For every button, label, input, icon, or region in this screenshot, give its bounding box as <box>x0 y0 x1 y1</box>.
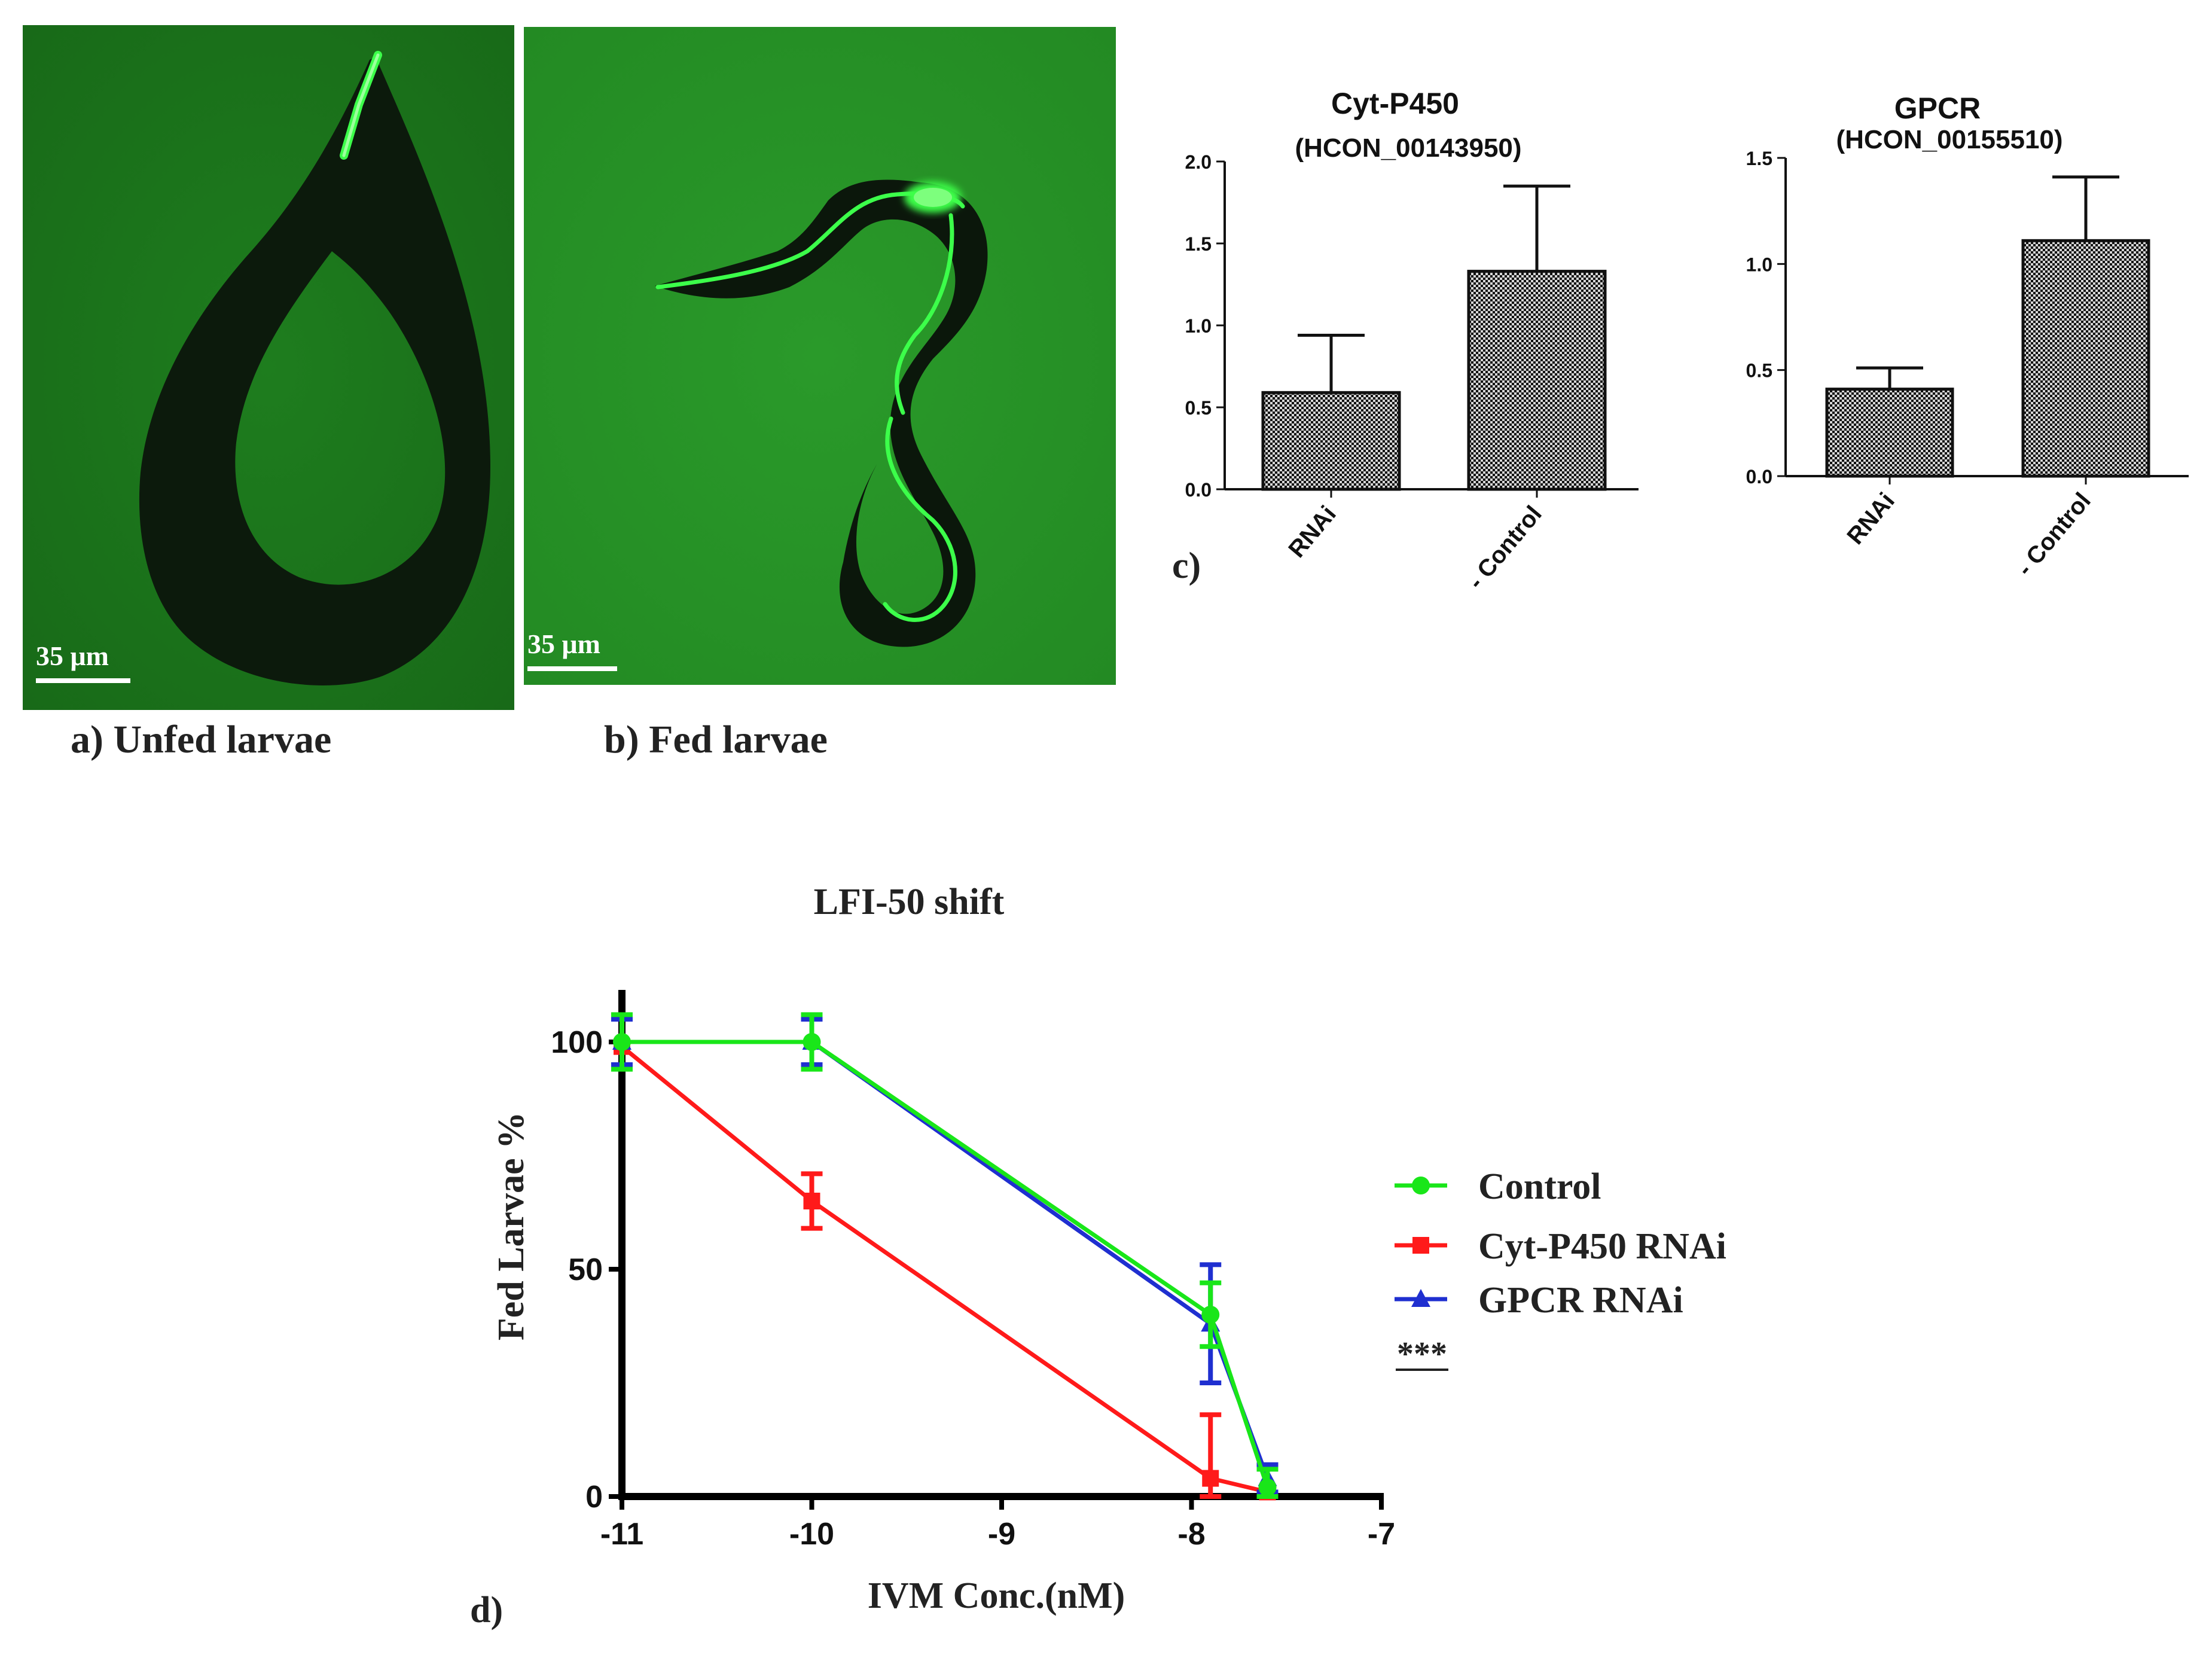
chart-title: Cyt-P450 <box>1331 87 1459 120</box>
chart-subtitle: (HCON_00155510) <box>1836 125 2063 154</box>
data-point <box>613 1033 631 1051</box>
y-tick-label: 1.0 <box>1185 315 1212 337</box>
y-tick-label: 0.0 <box>1746 466 1772 487</box>
legend-label: Cyt-P450 RNAi <box>1478 1226 1726 1267</box>
chart-subtitle: (HCON_00143950) <box>1295 133 1521 163</box>
y-tick-label: 1.0 <box>1746 254 1772 275</box>
x-axis-label: IVM Conc.(nM) <box>868 1575 1125 1616</box>
legend-marker <box>1411 1289 1430 1307</box>
x-tick-label: -8 <box>1177 1517 1205 1552</box>
data-point <box>803 1193 820 1209</box>
x-tick-label: RNAi <box>1842 488 1900 550</box>
series-line <box>620 1044 1268 1494</box>
y-tick-label: 100 <box>551 1025 603 1060</box>
legend-label: GPCR RNAi <box>1478 1280 1683 1321</box>
x-tick-label: RNAi <box>1283 501 1341 563</box>
bar-chart-gpcr: GPCR (HCON_00155510) 0.0 0.5 1.0 1.5 RNAi - C… <box>1746 92 2189 581</box>
line-chart-lfi50: LFI-50 shift IVM Conc.(nM) Fed Larvae % … <box>491 882 1726 1616</box>
y-tick-label: 1.5 <box>1746 148 1772 169</box>
series-line <box>622 1040 1270 1479</box>
caption-b: b) Fed larvae <box>604 718 828 761</box>
y-tick-label: 0.5 <box>1746 360 1772 382</box>
panel-b-micrograph: 35 μm <box>524 27 1116 685</box>
bar <box>2021 239 2150 478</box>
data-point <box>1202 1470 1219 1487</box>
x-tick-label: - Control <box>2012 488 2096 581</box>
legend-label: Control <box>1478 1166 1601 1207</box>
y-tick-label: 0.5 <box>1185 397 1212 419</box>
x-tick-label: -9 <box>988 1517 1015 1552</box>
x-tick-label: - Control <box>1463 501 1547 595</box>
caption-a: a) Unfed larvae <box>71 718 331 761</box>
panel-a-micrograph: 35 μm <box>23 25 514 710</box>
x-tick-label: -11 <box>600 1517 643 1552</box>
y-tick-label: 0 <box>585 1480 603 1514</box>
y-axis-label: Fed Larvae % <box>491 1112 532 1340</box>
chart-title: LFI-50 shift <box>814 882 1005 922</box>
y-tick-label: 50 <box>568 1252 603 1287</box>
larva-body <box>655 179 988 647</box>
legend-marker <box>1412 1237 1429 1254</box>
y-tick-label: 1.5 <box>1185 233 1212 255</box>
bar-chart-cyt-p450: Cyt-P450 (HCON_00143950) 0.0 0.5 1.0 1.5 2.0… <box>1185 87 1639 594</box>
data-point <box>1201 1306 1220 1324</box>
bar <box>1825 388 1954 478</box>
bar <box>1261 391 1401 491</box>
y-tick-label: 0.0 <box>1185 479 1212 501</box>
panel-c-label: c) <box>1172 545 1201 586</box>
series-line <box>622 1040 1270 1488</box>
chart-title: GPCR <box>1894 92 1981 125</box>
larva-body <box>139 57 490 685</box>
y-tick-label: 2.0 <box>1185 151 1212 173</box>
scale-label: 35 μm <box>527 629 600 659</box>
data-point <box>1258 1478 1277 1497</box>
panel-d-label: d) <box>470 1590 503 1631</box>
significance-marker: *** <box>1397 1336 1447 1373</box>
scale-label: 35 μm <box>36 641 109 671</box>
x-tick-label: -10 <box>789 1517 834 1552</box>
micrograph-background <box>524 27 1116 685</box>
legend-marker <box>1412 1177 1430 1194</box>
data-point <box>803 1033 821 1051</box>
x-tick-label: -7 <box>1368 1517 1395 1552</box>
bar <box>1467 270 1607 491</box>
